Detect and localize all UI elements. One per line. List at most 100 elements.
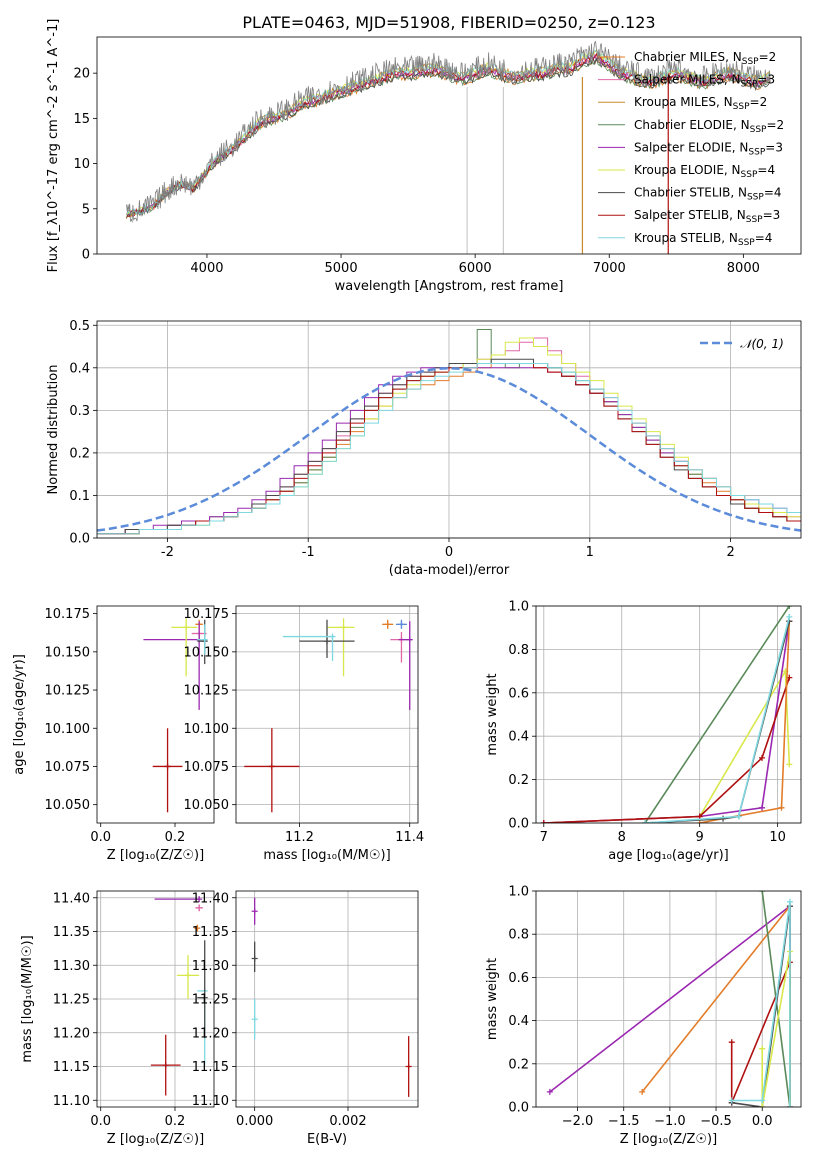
y-tick-label: 0.0 bbox=[69, 532, 90, 547]
weight-marker bbox=[786, 898, 793, 905]
errorbar-point-1 bbox=[382, 619, 394, 629]
point-marker bbox=[405, 1063, 412, 1070]
point-marker bbox=[384, 621, 391, 628]
y-tick-label: 11.10 bbox=[192, 1094, 229, 1109]
axes-frame bbox=[235, 605, 419, 824]
legend-label: Salpeter ELODIE, NSSP=3 bbox=[634, 140, 783, 157]
point-marker bbox=[340, 624, 347, 631]
legend-label: Chabrier STELIB, NSSP=4 bbox=[634, 186, 782, 203]
point-marker bbox=[324, 638, 330, 645]
weight-marker bbox=[759, 1104, 766, 1107]
y-tick-label: 11.35 bbox=[192, 925, 229, 940]
plot-area bbox=[244, 618, 413, 813]
errorbar-point-4 bbox=[171, 618, 198, 677]
chart-residuals: -2 -1 0 1 2 0.0 0.1 0.2 0.3 0.4 0.5 (data-model)/er… bbox=[46, 319, 802, 578]
x-tick-label: 9 bbox=[696, 830, 704, 845]
y-tick-label: 11.30 bbox=[192, 959, 229, 974]
x-tick-label: 8 bbox=[618, 830, 626, 845]
x-axis-label: E(B-V) bbox=[307, 1132, 347, 1147]
y-tick-label: 10.150 bbox=[184, 645, 230, 660]
x-axis-label: Z [log₁₀(Z/Z☉)] bbox=[620, 1132, 717, 1147]
y-tick-label: 1.0 bbox=[508, 885, 529, 900]
y-tick-label: 10.125 bbox=[184, 684, 230, 699]
y-tick-label: 10.050 bbox=[184, 798, 230, 813]
errorbar-point-1 bbox=[251, 897, 258, 925]
y-tick-label: 0.4 bbox=[508, 1014, 529, 1029]
x-tick-label: -2 bbox=[161, 545, 174, 560]
point-marker bbox=[268, 763, 275, 770]
chart-spectrum: 4000 5000 6000 7000 8000 0 5 10 15 20 wavelength [… bbox=[46, 13, 802, 294]
axes-frame bbox=[96, 605, 215, 824]
point-marker bbox=[164, 763, 171, 770]
grid bbox=[536, 605, 801, 824]
point-marker bbox=[194, 925, 201, 932]
errorbar-point-3 bbox=[251, 999, 258, 1040]
x-tick-label: 0 bbox=[445, 545, 453, 560]
x-tick-label: 0.2 bbox=[165, 1114, 186, 1129]
plot-area bbox=[126, 40, 771, 254]
chart-title: PLATE=0463, MJD=51908, FIBERID=0250, z=0… bbox=[242, 13, 655, 32]
point-marker bbox=[196, 896, 203, 903]
weight-marker bbox=[759, 891, 766, 894]
x-tick-label: 7 bbox=[540, 830, 548, 845]
x-tick-label: −2.0 bbox=[562, 1114, 594, 1129]
y-tick-label: 11.10 bbox=[53, 1094, 90, 1109]
weight-marker bbox=[639, 1088, 646, 1095]
errorbar-point-6 bbox=[197, 624, 208, 655]
y-tick-label: 0.8 bbox=[508, 928, 529, 943]
point-marker bbox=[183, 624, 190, 631]
errorbar-point-4 bbox=[176, 955, 200, 999]
y-tick-label: 11.40 bbox=[192, 891, 229, 906]
errorbar-point-6 bbox=[299, 619, 355, 658]
weight-marker bbox=[786, 761, 793, 768]
y-tick-label: 0 bbox=[82, 248, 90, 263]
x-tick-label: −1.5 bbox=[608, 1114, 640, 1129]
weight-line-4 bbox=[543, 677, 791, 823]
y-tick-label: 0.4 bbox=[69, 361, 90, 376]
point-marker bbox=[329, 633, 336, 640]
x-tick-label: 1 bbox=[586, 545, 594, 560]
normal-curve bbox=[97, 367, 801, 532]
y-tick-label: 10.175 bbox=[184, 607, 230, 622]
y-tick-label: 11.20 bbox=[192, 1026, 229, 1041]
weight-marker bbox=[778, 804, 785, 811]
point-marker bbox=[196, 904, 203, 911]
x-axis-label: mass [log₁₀(M/M☉)] bbox=[263, 848, 390, 863]
grid bbox=[236, 891, 418, 1107]
axes-frame bbox=[535, 890, 802, 1108]
y-tick-label: 10.175 bbox=[45, 607, 91, 622]
x-tick-label: 0.002 bbox=[329, 1114, 366, 1129]
errorbar-point-7 bbox=[282, 633, 336, 662]
y-axis-label: mass weight bbox=[485, 958, 500, 1040]
weight-marker bbox=[696, 820, 703, 823]
chart-mass_vs_Z: 0.0 0.2 11.10 11.15 11.20 11.25 11.30 11.35 11.4… bbox=[20, 890, 215, 1147]
y-tick-label: 1.0 bbox=[508, 600, 529, 615]
x-tick-label: 7000 bbox=[593, 261, 626, 276]
x-tick-label: 0.000 bbox=[236, 1114, 273, 1129]
axes-frame bbox=[235, 890, 419, 1108]
y-tick-label: 10.100 bbox=[45, 722, 91, 737]
plot-area bbox=[97, 329, 801, 538]
legend-label: 𝒩(0, 1) bbox=[740, 337, 784, 351]
errorbar-point-7 bbox=[150, 1034, 181, 1096]
x-axis-label: Z [log₁₀(Z/Z☉)] bbox=[107, 848, 204, 863]
x-tick-label: −1.0 bbox=[654, 1114, 686, 1129]
y-tick-label: 0.4 bbox=[508, 730, 529, 745]
legend-label: Kroupa STELIB, NSSP=4 bbox=[634, 231, 772, 248]
y-tick-label: 10.100 bbox=[184, 722, 230, 737]
y-tick-label: 0.2 bbox=[508, 773, 529, 788]
y-tick-label: 0.8 bbox=[508, 643, 529, 658]
x-tick-label: -1 bbox=[302, 545, 315, 560]
chart-weight_vs_age: 7 8 9 10 0.0 0.2 0.4 0.6 0.8 1.0 age [log₁₀(age/yr… bbox=[485, 600, 802, 863]
y-tick-label: 11.20 bbox=[53, 1026, 90, 1041]
weight-line-5 bbox=[731, 905, 791, 1107]
errorbar-point-6 bbox=[197, 940, 208, 1039]
grid bbox=[536, 890, 801, 1108]
weight-marker bbox=[759, 754, 766, 761]
weight-line-6 bbox=[761, 951, 791, 1107]
errorbar-point-5 bbox=[327, 618, 355, 677]
y-axis-label: Normed distribution bbox=[46, 365, 61, 495]
chart-mass_vs_ebv: 0.000 0.002 11.10 11.15 11.20 11.25 11.30 11.35… bbox=[192, 890, 419, 1147]
x-tick-label: 0.0 bbox=[752, 1114, 773, 1129]
